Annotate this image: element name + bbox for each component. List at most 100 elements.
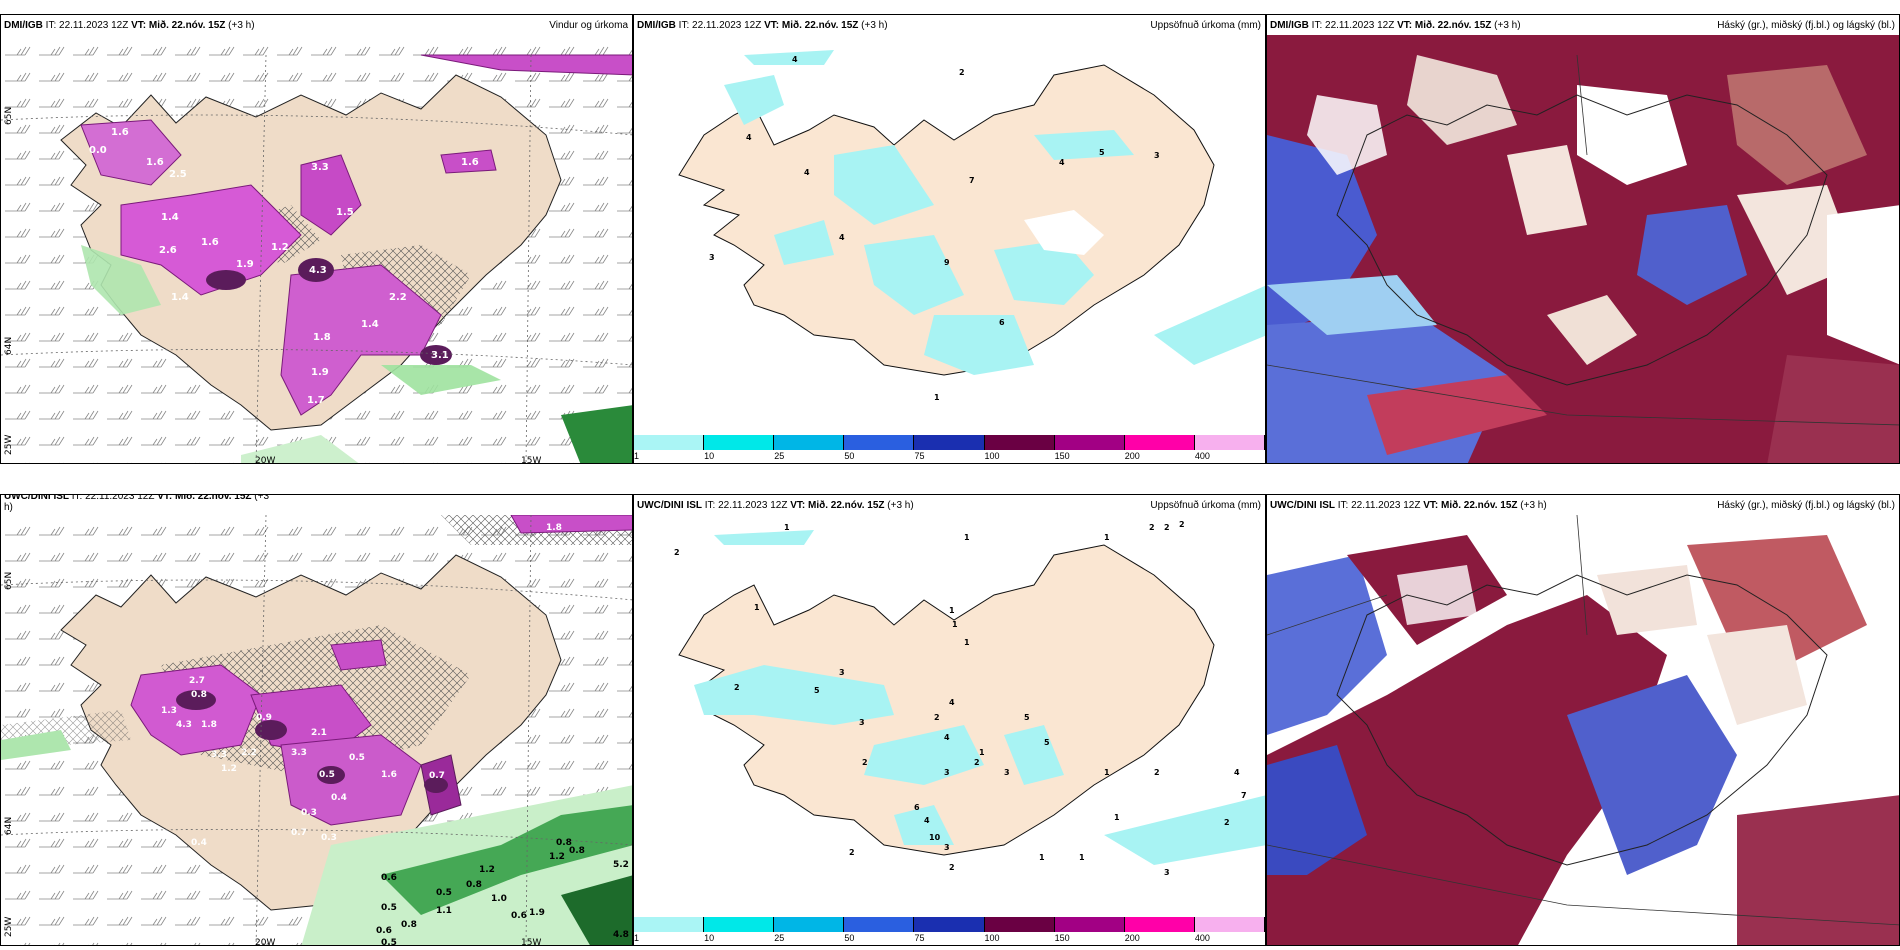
precip-value-label: 7	[969, 176, 975, 185]
panel-header: UWC/DINI ISL IT: 22.11.2023 12Z VT: Mið.…	[1, 495, 632, 517]
precip-value-label: 4	[746, 133, 752, 142]
precip-value-label: 1.2	[221, 764, 237, 774]
model-source: UWC/DINI ISL	[1270, 500, 1335, 511]
colorbar-tick-label: 10	[704, 933, 715, 943]
colorbar-tick-label: 50	[844, 933, 855, 943]
precip-value-label: 0.3	[321, 833, 337, 843]
valid-time: Mið. 22.nóv. 15Z	[1441, 500, 1518, 511]
panel-dmi-accum-precip: DMI/IGB IT: 22.11.2023 12Z VT: Mið. 22.n…	[633, 14, 1266, 464]
model-source: DMI/IGB	[637, 20, 676, 31]
precip-value-label: 3	[709, 253, 715, 262]
precip-value-label: 1.6	[111, 127, 129, 138]
precip-value-label: 1.6	[381, 770, 397, 780]
colorbar-tick-label: 100	[984, 933, 1000, 943]
colorbar-swatch	[1194, 917, 1265, 932]
panel-uwc-clouds: UWC/DINI ISL IT: 22.11.2023 12Z VT: Mið.…	[1266, 494, 1900, 946]
precip-value-label: 2	[1179, 520, 1185, 529]
precip-value-label: 1.8	[201, 720, 217, 730]
precip-value-label: 1.4	[171, 292, 189, 303]
colorbar-swatch	[1124, 917, 1195, 932]
precip-value-label: 2.1	[311, 728, 327, 738]
precip-value-label: 4	[804, 168, 810, 177]
init-time: IT: 22.11.2023 12Z	[1337, 500, 1421, 511]
precip-value-label: 1	[964, 533, 970, 542]
wind-precip-map: 20W 15W 65N 64N 25W 1.8 2.7 0.8 1.3 4.3 …	[1, 515, 632, 945]
init-time: IT: 22.11.2023 12Z	[678, 20, 762, 31]
colorbar-tick-label: 75	[914, 933, 925, 943]
lead-time-wrap: h)	[4, 502, 13, 513]
precip-value-label: 3.3	[311, 162, 329, 173]
longitude-label: 20W	[255, 456, 275, 464]
valid-time: Mið. 22.nóv. 15Z	[808, 500, 885, 511]
colorbar-tick-label: 100	[984, 451, 1000, 461]
valid-time-label: VT:	[1423, 500, 1439, 511]
precip-value-label: 4	[924, 816, 930, 825]
cloud-cover-map	[1267, 35, 1899, 463]
panel-header: DMI/IGB IT: 22.11.2023 12Z VT: Mið. 22.n…	[1, 15, 632, 37]
colorbar-tick-label: 200	[1124, 933, 1140, 943]
panel-title: Uppsöfnuð úrkoma (mm)	[1150, 20, 1261, 31]
precip-value-label: 0.8	[191, 690, 207, 700]
colorbar-swatch	[914, 917, 985, 932]
precip-value-label: 2	[1224, 818, 1230, 827]
colorbar-swatch	[844, 435, 915, 450]
precip-value-label: 2	[934, 713, 940, 722]
precip-value-label: 1.2	[271, 242, 289, 253]
precip-value-label: 3.3	[291, 748, 307, 758]
precip-value-label: 2	[949, 863, 955, 872]
precip-field	[130, 515, 632, 826]
precip-value-label: 2	[1164, 523, 1170, 532]
lead-time: (+3 h)	[228, 20, 255, 31]
precip-value-label: 3	[1164, 868, 1170, 877]
iceland-outline	[1336, 574, 1828, 866]
precip-value-label: 0.7	[429, 771, 445, 781]
colorbar-tick-label: 50	[844, 451, 855, 461]
precip-value-label: 1	[1114, 813, 1120, 822]
precip-value-label: 4	[1234, 768, 1240, 777]
precip-value-label: 4.8	[613, 930, 629, 940]
colorbar-swatch	[634, 435, 705, 450]
iceland-landmass	[678, 544, 1215, 856]
precip-value-label: 0.3	[301, 808, 317, 818]
colorbar-tick-label: 150	[1054, 451, 1070, 461]
precip-value-label: 1.4	[361, 319, 379, 330]
precip-value-label: 3	[839, 668, 845, 677]
colorbar-tick-label: 1	[634, 451, 640, 461]
precip-value-label: 0.5	[436, 888, 452, 898]
colorbar-swatch	[914, 435, 985, 450]
colorbar-swatch	[1054, 917, 1125, 932]
precip-value-label: 1	[949, 606, 955, 615]
precip-value-label: 1	[979, 748, 985, 757]
panel-dmi-clouds: DMI/IGB IT: 22.11.2023 12Z VT: Mið. 22.n…	[1266, 14, 1900, 464]
init-time: IT: 22.11.2023 12Z	[704, 500, 788, 511]
precip-value-label: 1	[964, 638, 970, 647]
precip-value-label: 7	[1241, 791, 1247, 800]
precip-value-label: 0.7	[291, 828, 307, 838]
longitude-label: 15W	[521, 456, 541, 464]
colorbar-swatch	[704, 435, 775, 450]
precip-value-label: 0.6	[376, 926, 392, 936]
panel-header: UWC/DINI ISL IT: 22.11.2023 12Z VT: Mið.…	[1267, 495, 1899, 517]
panel-dmi-wind-precip: DMI/IGB IT: 22.11.2023 12Z VT: Mið. 22.n…	[0, 14, 633, 464]
accum-precip-map: 4 2 4 4 7 4 5 3 4 9 6 3 1	[678, 50, 1265, 402]
precip-value-label: 1.4	[161, 212, 179, 223]
model-source: DMI/IGB	[4, 20, 43, 31]
init-time: IT: 22.11.2023 12Z	[45, 20, 129, 31]
lead-time: (+3 h)	[887, 500, 914, 511]
precip-value-label: 1.8	[313, 332, 331, 343]
precip-value-label: 1	[952, 620, 958, 629]
precip-value-label: 2	[974, 758, 980, 767]
valid-time-label: VT:	[790, 500, 806, 511]
model-source: DMI/IGB	[1270, 20, 1309, 31]
precip-value-label: 1.3	[161, 706, 177, 716]
precip-value-label: 1	[1104, 768, 1110, 777]
precip-areas	[694, 530, 1265, 865]
colorbar-tick-label: 25	[774, 451, 785, 461]
valid-time: Mið. 22.nóv. 15Z	[175, 494, 252, 502]
precip-value-label: 1.1	[436, 906, 452, 916]
precip-value-label: 2	[959, 68, 965, 77]
precip-value-label: 5	[1099, 148, 1105, 157]
precip-value-label: 2	[1149, 523, 1155, 532]
panel-title: Háský (gr.), miðský (fj.bl.) og lágský (…	[1717, 20, 1895, 31]
white-patch	[1024, 210, 1104, 255]
